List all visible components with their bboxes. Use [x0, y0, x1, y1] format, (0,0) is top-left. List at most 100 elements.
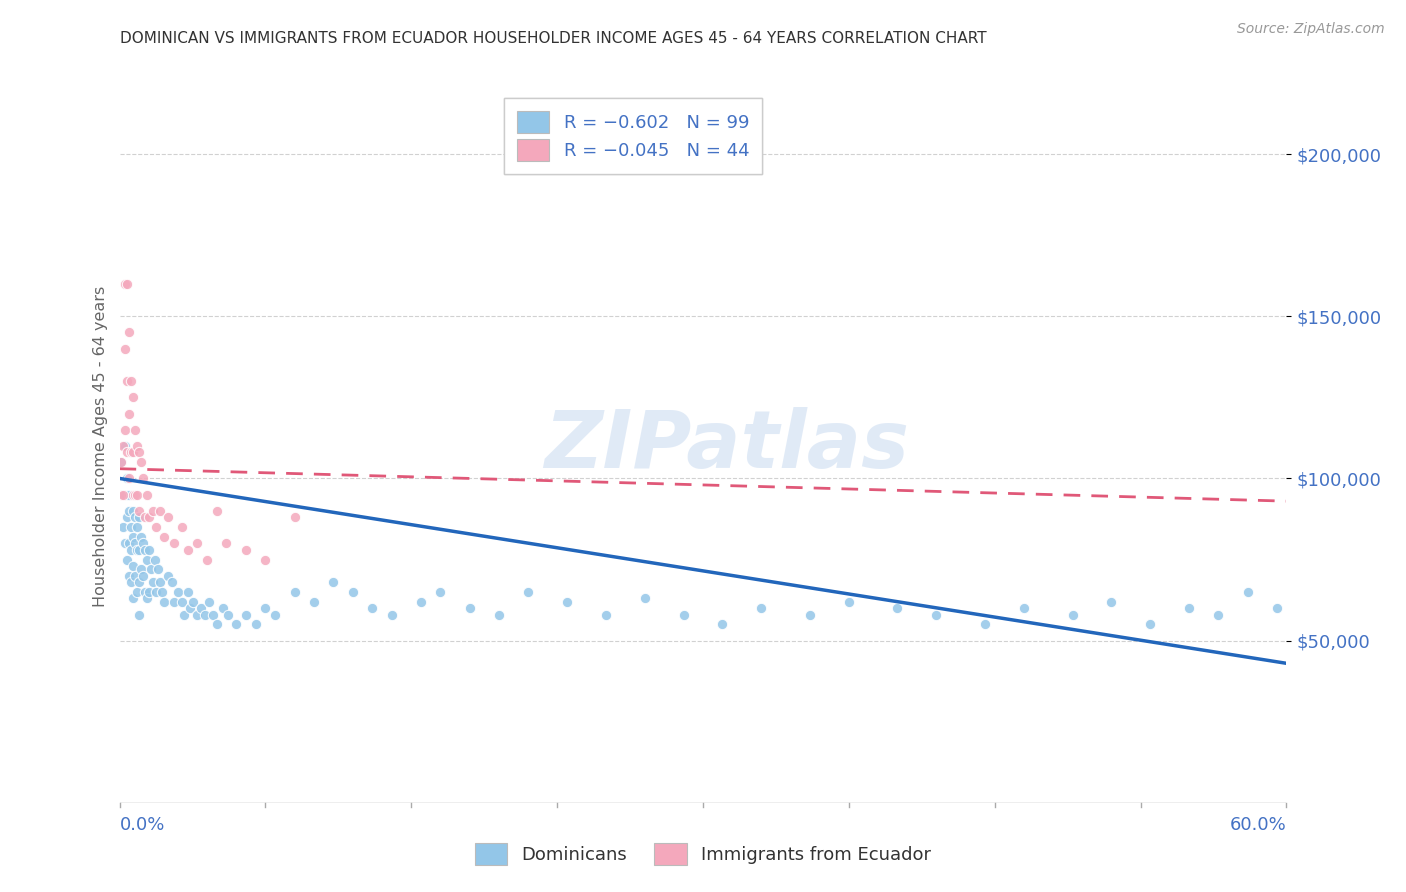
Point [129, 562, 152, 576]
Point [125, 520, 148, 534]
Point [125, 439, 148, 453]
Point [132, 536, 155, 550]
Point [117, 552, 139, 566]
Point [114, 536, 136, 550]
Point [1265, 601, 1288, 615]
Point [118, 407, 141, 421]
Point [143, 552, 166, 566]
Point [117, 471, 139, 485]
Point [134, 510, 156, 524]
Point [458, 601, 481, 615]
Point [120, 374, 142, 388]
Point [283, 585, 307, 599]
Point [201, 607, 224, 622]
Point [145, 520, 167, 534]
Point [138, 542, 160, 557]
Point [122, 488, 145, 502]
Point [122, 591, 145, 606]
Point [186, 536, 208, 550]
Point [409, 595, 432, 609]
Point [134, 585, 156, 599]
Point [163, 595, 186, 609]
Point [145, 585, 167, 599]
Point [114, 423, 136, 437]
Point [122, 390, 145, 404]
Point [163, 536, 186, 550]
Point [142, 504, 165, 518]
Point [118, 536, 141, 550]
Point [245, 617, 267, 632]
Point [135, 488, 157, 502]
Point [117, 374, 139, 388]
Legend: R = −0.602   N = 99, R = −0.045   N = 44: R = −0.602 N = 99, R = −0.045 N = 44 [505, 98, 762, 174]
Point [117, 277, 139, 291]
Point [215, 536, 238, 550]
Point [135, 552, 157, 566]
Point [149, 504, 172, 518]
Point [799, 607, 821, 622]
Point [1139, 617, 1161, 632]
Text: 60.0%: 60.0% [1230, 816, 1286, 834]
Point [342, 585, 364, 599]
Point [302, 595, 325, 609]
Point [205, 617, 228, 632]
Point [117, 445, 139, 459]
Point [124, 568, 146, 582]
Point [120, 542, 142, 557]
Point [120, 445, 142, 459]
Point [118, 488, 141, 502]
Point [134, 542, 156, 557]
Point [122, 504, 145, 518]
Point [125, 585, 148, 599]
Point [170, 520, 193, 534]
Point [120, 520, 142, 534]
Point [254, 601, 277, 615]
Point [138, 585, 160, 599]
Point [672, 607, 695, 622]
Point [114, 277, 136, 291]
Point [195, 552, 218, 566]
Point [148, 562, 170, 576]
Text: DOMINICAN VS IMMIGRANTS FROM ECUADOR HOUSEHOLDER INCOME AGES 45 - 64 YEARS CORRE: DOMINICAN VS IMMIGRANTS FROM ECUADOR HOU… [120, 31, 986, 46]
Point [153, 595, 176, 609]
Point [361, 601, 384, 615]
Point [132, 471, 155, 485]
Point [132, 568, 155, 582]
Point [125, 488, 148, 502]
Point [129, 530, 152, 544]
Point [211, 601, 233, 615]
Point [194, 607, 217, 622]
Point [1178, 601, 1201, 615]
Point [129, 455, 152, 469]
Legend: Dominicans, Immigrants from Ecuador: Dominicans, Immigrants from Ecuador [465, 834, 941, 874]
Point [381, 607, 404, 622]
Point [179, 601, 201, 615]
Point [283, 510, 307, 524]
Point [114, 439, 136, 453]
Point [1062, 607, 1084, 622]
Point [176, 585, 198, 599]
Point [118, 471, 141, 485]
Point [122, 445, 145, 459]
Point [124, 423, 146, 437]
Point [1208, 607, 1230, 622]
Point [488, 607, 510, 622]
Point [235, 542, 257, 557]
Point [124, 488, 146, 502]
Point [633, 591, 655, 606]
Point [176, 542, 198, 557]
Point [112, 488, 135, 502]
Point [114, 488, 136, 502]
Point [205, 504, 228, 518]
Point [112, 488, 135, 502]
Y-axis label: Householder Income Ages 45 - 64 years: Householder Income Ages 45 - 64 years [93, 285, 108, 607]
Point [110, 455, 132, 469]
Point [112, 439, 135, 453]
Point [128, 510, 150, 524]
Point [925, 607, 948, 622]
Point [974, 617, 997, 632]
Point [264, 607, 287, 622]
Point [186, 607, 208, 622]
Point [124, 536, 146, 550]
Point [138, 510, 160, 524]
